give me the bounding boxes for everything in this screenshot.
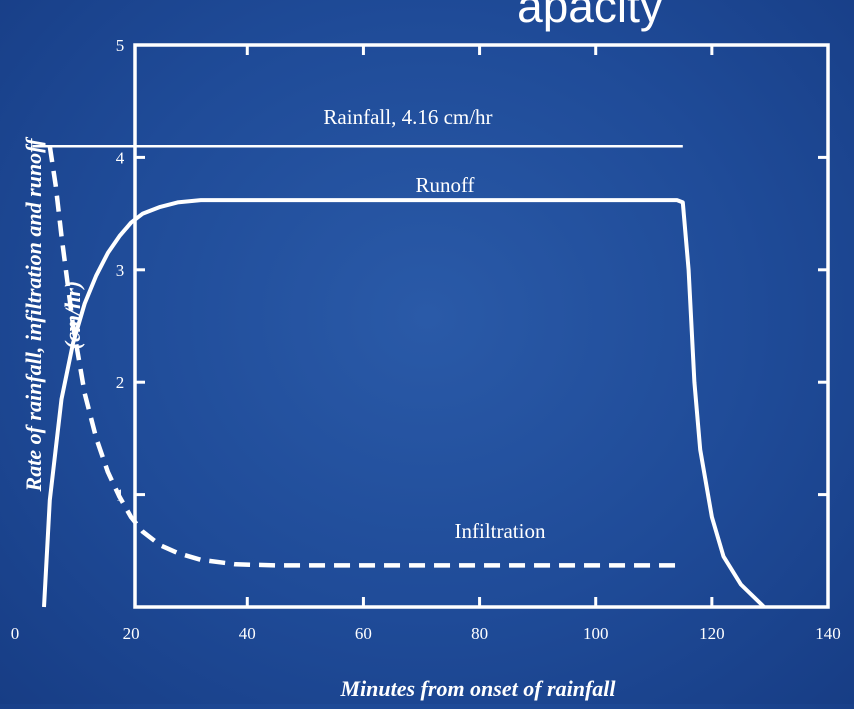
- plot-frame: [133, 43, 830, 609]
- plot-area: [133, 43, 830, 609]
- x-tick-label: 40: [239, 624, 256, 643]
- runoff-line: [42, 198, 766, 609]
- y-tick-label: 4: [116, 148, 125, 167]
- series-lines: [32, 144, 766, 609]
- infiltration-line: [47, 145, 683, 568]
- chart-labels: Rainfall, 4.16 cm/hr Runoff Infiltration Mi…: [21, 0, 663, 701]
- title-fragment: apacity: [517, 0, 663, 32]
- series-label: Infiltration: [455, 519, 546, 543]
- x-tick-label: 140: [815, 624, 841, 643]
- x-tick-label: 60: [355, 624, 372, 643]
- x-tick-label: 100: [583, 624, 609, 643]
- x-axis-title: Minutes from onset of rainfall: [339, 676, 616, 701]
- x-tick-label: 80: [471, 624, 488, 643]
- y-axis-unit: (cm/hr): [60, 281, 85, 349]
- x-tick-label: 120: [699, 624, 725, 643]
- series-label: Rainfall, 4.16 cm/hr: [323, 105, 492, 129]
- series-label: Runoff: [415, 173, 474, 197]
- x-tick-label: 20: [123, 624, 140, 643]
- y-tick-label: 2: [116, 373, 125, 392]
- y-tick-label: 5: [116, 36, 125, 55]
- y-tick-label: 3: [116, 261, 125, 280]
- y-axis-title: Rate of rainfall, infiltration and runof…: [21, 136, 46, 493]
- x-tick-label: 0: [11, 624, 20, 643]
